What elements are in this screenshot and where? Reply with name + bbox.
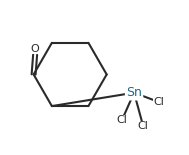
Text: Cl: Cl [153, 97, 164, 107]
Text: O: O [31, 44, 40, 54]
Text: Cl: Cl [116, 115, 127, 125]
Text: Sn: Sn [126, 86, 142, 99]
Text: Cl: Cl [138, 121, 149, 131]
